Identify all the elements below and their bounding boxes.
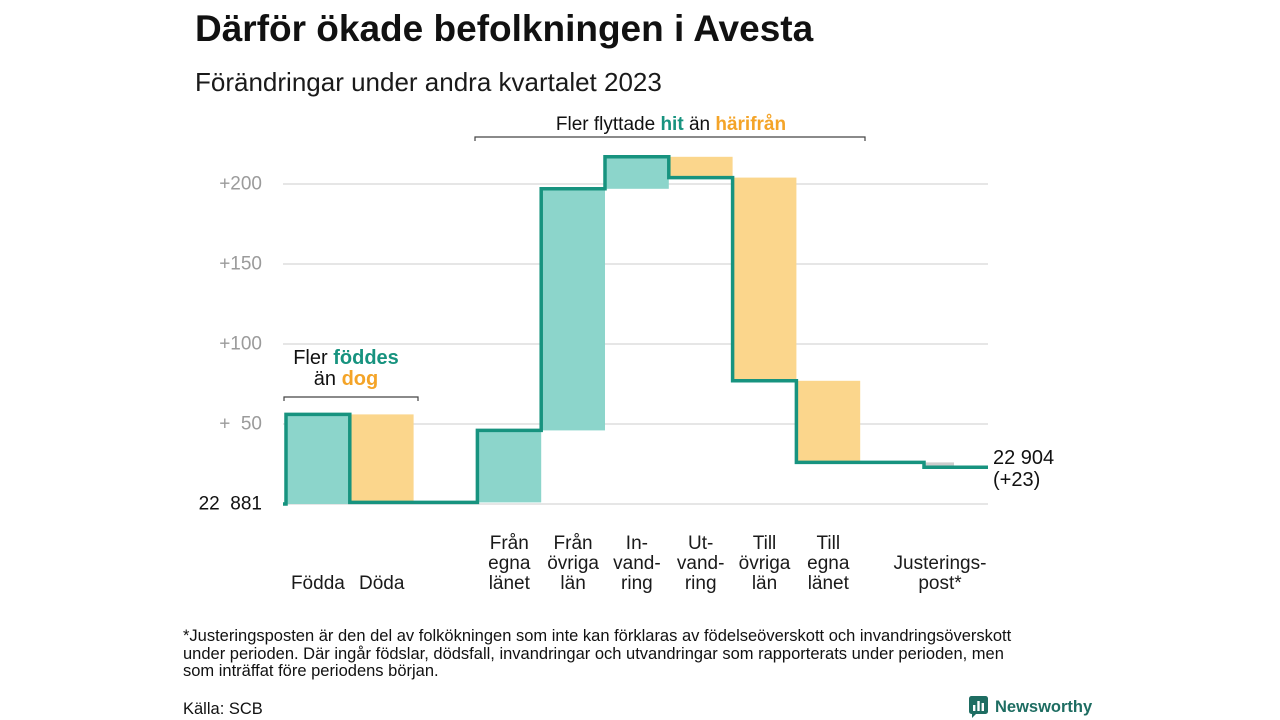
chart-subtitle: Förändringar under andra kvartalet 2023 <box>195 67 662 97</box>
bar-utvandring <box>668 156 733 178</box>
annotation-line: Fler föddes <box>276 348 416 369</box>
x-tick-label-doda: Döda <box>359 573 405 594</box>
x-tick-label-line: post* <box>918 573 962 594</box>
footnote-line: som inträffat före periodens början. <box>183 662 439 680</box>
births-bracket <box>283 396 419 401</box>
x-tick-label-line: vand- <box>613 553 661 574</box>
waterfall-bars <box>286 156 954 504</box>
x-tick-label-line: Ut- <box>688 533 713 554</box>
annotation-highlight-in: hit <box>660 114 684 135</box>
x-tick-label-till-egna-lanet: Till egna länet <box>807 533 850 594</box>
x-tick-label-line: länet <box>808 573 850 594</box>
y-tick-label: +200 <box>219 174 262 195</box>
source-credit: Källa: SCB <box>183 700 263 718</box>
x-tick-label-line: In- <box>626 533 648 554</box>
brand-logo: Newsworthy <box>969 696 1092 718</box>
x-tick-label-utvandring: Ut-vand-ring <box>677 533 725 594</box>
annotation-highlight-out: härifrån <box>715 114 787 135</box>
annotation-highlight-in: föddes <box>333 347 399 369</box>
annotation-text: än <box>688 114 711 135</box>
x-tick-label-line: egna <box>807 553 850 574</box>
end-value-label: 22 904 (+23) <box>993 447 1054 491</box>
x-tick-label-fran-ovriga-lan: Från övriga län <box>547 533 599 594</box>
x-tick-label-line: egna <box>488 553 531 574</box>
bar-till-egna-lanet <box>796 380 861 463</box>
y-tick-label: +150 <box>219 254 262 275</box>
bar-doda <box>349 414 414 503</box>
start-value-label: 22 881 <box>199 494 262 515</box>
x-tick-label-till-ovriga-lan: Till övriga län <box>739 533 791 594</box>
x-tick-label-line: Från <box>490 533 529 554</box>
bar-till-ovriga-lan <box>732 177 797 381</box>
cumulative-step-line <box>283 155 988 506</box>
x-tick-label-line: övriga <box>547 553 599 574</box>
end-population-value: 22 904 <box>993 447 1055 469</box>
annotation-text: Fler <box>293 347 328 369</box>
bar-fodda <box>286 414 350 504</box>
x-tick-label-fodda: Födda <box>291 573 345 594</box>
x-tick-label-line: länet <box>489 573 531 594</box>
y-axis-tick-labels: + 50 +100 +150 +200 <box>219 174 262 435</box>
x-tick-label-line: Justerings- <box>894 553 987 574</box>
migration-bracket <box>474 136 866 141</box>
annotation-line: än dog <box>276 369 416 390</box>
x-tick-label-line: Från <box>554 533 593 554</box>
bar-fran-ovriga-lan <box>541 188 605 431</box>
x-tick-label-line: Döda <box>359 573 405 594</box>
bar-chart-icon <box>969 696 988 718</box>
annotation-text: Fler flyttade <box>555 114 656 135</box>
annotation-highlight-out: dog <box>341 368 379 390</box>
footnote: *Justeringsposten är den del av folkökni… <box>183 627 1012 681</box>
x-tick-label-line: ring <box>685 573 717 594</box>
brand-name: Newsworthy <box>995 697 1093 716</box>
x-tick-label-fran-egna-lanet: Från egna länet <box>488 533 531 594</box>
end-change-value: (+23) <box>993 469 1041 491</box>
y-tick-label: +100 <box>219 334 262 355</box>
x-tick-label-justeringspost: Justerings-post* <box>894 553 987 594</box>
x-tick-label-line: Till <box>753 533 777 554</box>
x-tick-label-line: Till <box>817 533 841 554</box>
footnote-line: *Justeringsposten är den del av folkökni… <box>183 627 1012 645</box>
annotation-text: än <box>313 368 337 390</box>
births-annotation: Fler föddes än dog <box>276 348 416 390</box>
x-tick-label-invandring: In-vand-ring <box>613 533 661 594</box>
x-tick-label-line: vand- <box>677 553 725 574</box>
x-tick-label-line: ring <box>621 573 653 594</box>
x-tick-label-line: län <box>560 573 585 594</box>
x-tick-label-line: län <box>752 573 777 594</box>
x-tick-label-line: övriga <box>739 553 791 574</box>
bar-fran-egna-lanet <box>477 430 542 503</box>
y-tick-label: + 50 <box>219 414 262 435</box>
bar-justeringspost <box>924 462 954 468</box>
bar-invandring <box>605 156 669 189</box>
footnote-line: under perioden. Där ingår födslar, dödsf… <box>183 644 1004 663</box>
migration-annotation: Fler flyttade hit än härifrån <box>476 113 866 137</box>
chart-title: Därför ökade befolkningen i Avesta <box>195 8 814 49</box>
x-tick-label-line: Födda <box>291 573 345 594</box>
